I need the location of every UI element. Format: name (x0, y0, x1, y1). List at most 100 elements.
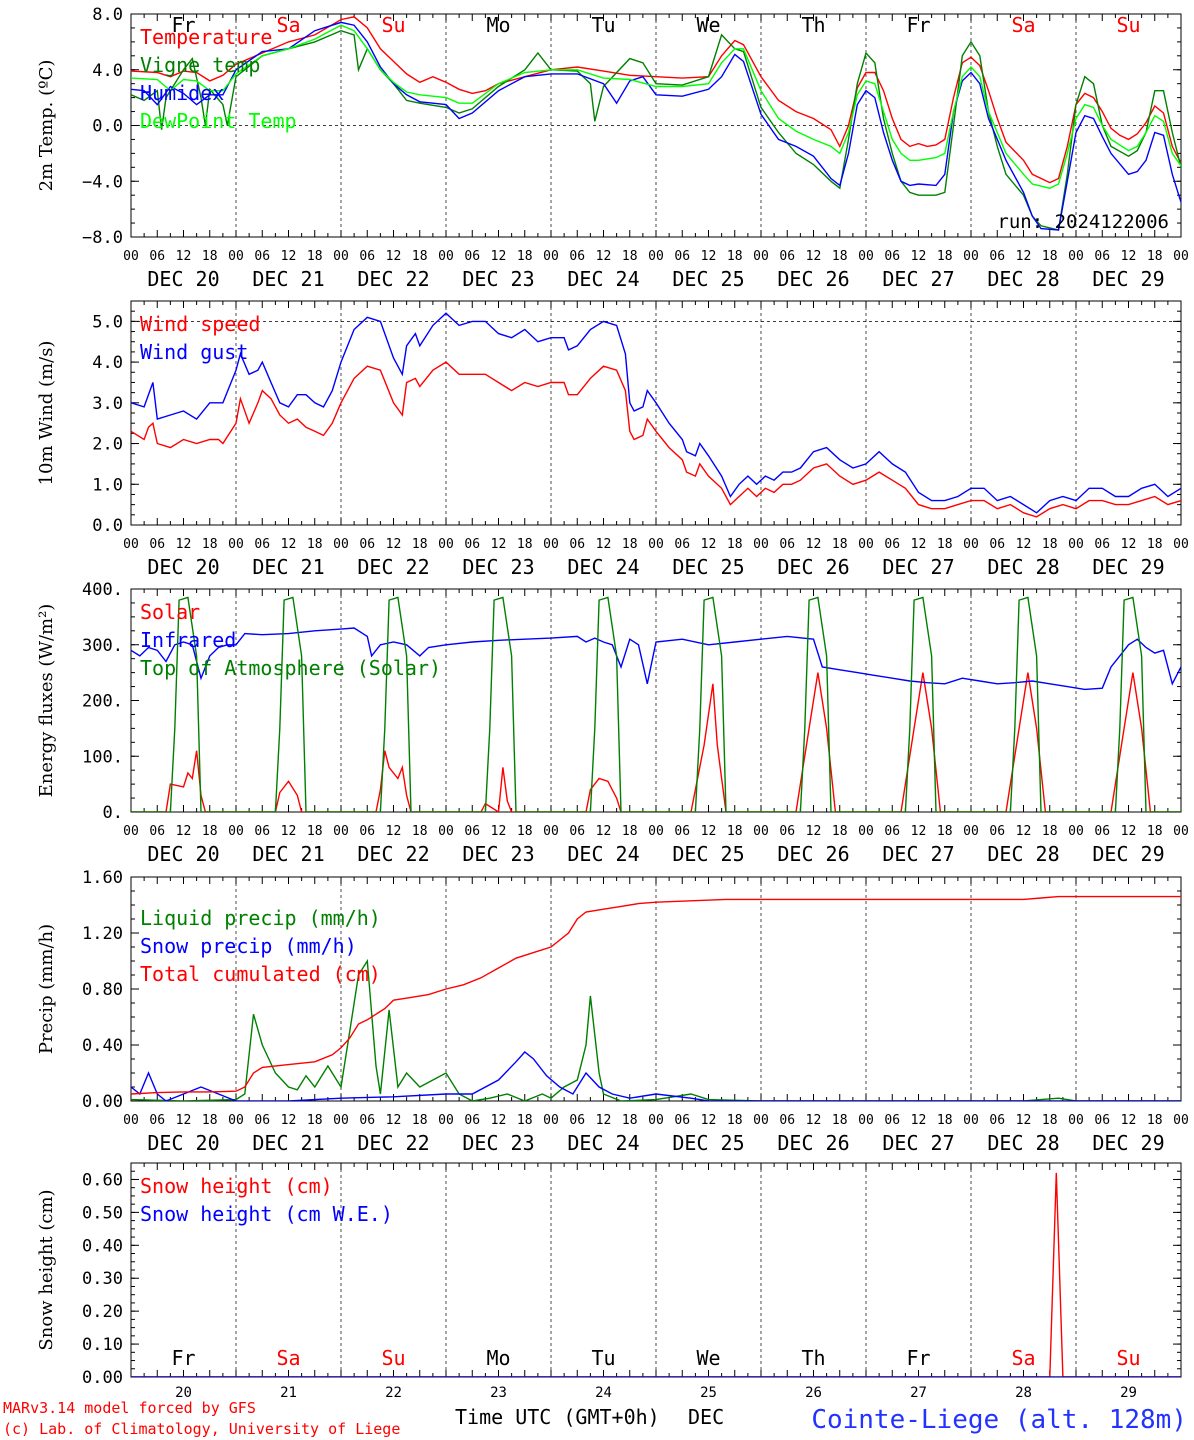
hour-tick-label: 18 (202, 537, 218, 552)
day-label: DEC 23 (462, 842, 534, 866)
y-tick-label: 0.0 (92, 117, 123, 137)
hour-tick-label: 00 (228, 537, 244, 552)
weekday-label: Sa (1011, 1346, 1035, 1370)
hour-tick-label: 06 (359, 1113, 375, 1128)
day-label: DEC 23 (462, 555, 534, 579)
hour-tick-label: 00 (1068, 249, 1084, 264)
hour-tick-label: 18 (412, 249, 428, 264)
day-number-label: 27 (910, 1385, 927, 1401)
hour-tick-label: 00 (1068, 537, 1084, 552)
legend-entry: Vigne temp (140, 53, 260, 77)
y-tick-label: 0.10 (82, 1335, 123, 1355)
y-tick-label: 8.0 (92, 5, 123, 25)
legend-entry: Snow height (cm W.E.) (140, 1202, 393, 1226)
legend-entry: Solar (140, 600, 200, 624)
day-label: DEC 25 (672, 267, 744, 291)
weekday-label: Su (381, 1346, 405, 1370)
hour-tick-label: 18 (517, 249, 533, 264)
series-line-1 (131, 672, 1181, 812)
hour-tick-label: 18 (1042, 824, 1058, 839)
hour-tick-label: 06 (254, 249, 270, 264)
y-tick-label: 5.0 (92, 312, 123, 332)
day-label: DEC 27 (882, 555, 954, 579)
hour-tick-label: 06 (1094, 1113, 1110, 1128)
hour-tick-label: 06 (149, 824, 165, 839)
day-label: DEC 25 (672, 842, 744, 866)
hour-tick-label: 00 (543, 249, 559, 264)
hour-tick-label: 06 (464, 824, 480, 839)
hour-tick-label: 12 (386, 824, 402, 839)
day-label: DEC 27 (882, 267, 954, 291)
hour-tick-label: 12 (1016, 1113, 1032, 1128)
hour-tick-label: 12 (1016, 249, 1032, 264)
hour-tick-label: 00 (123, 1113, 139, 1128)
hour-tick-label: 06 (989, 824, 1005, 839)
series-line-2 (131, 627, 1181, 691)
hour-tick-label: 00 (543, 824, 559, 839)
hour-tick-label: 12 (386, 1113, 402, 1128)
day-number-label: 20 (175, 1385, 192, 1401)
hour-tick-label: 18 (1042, 1113, 1058, 1128)
day-label: DEC 24 (567, 1131, 639, 1155)
hour-tick-label: 06 (569, 824, 585, 839)
hour-tick-label: 00 (228, 824, 244, 839)
hour-tick-label: 06 (989, 537, 1005, 552)
hour-tick-label: 18 (307, 1113, 323, 1128)
y-tick-label: 1.20 (82, 924, 123, 944)
y-tick-label: 3.0 (92, 394, 123, 414)
hour-tick-label: 12 (911, 537, 927, 552)
day-label: DEC 28 (987, 1131, 1059, 1155)
hour-tick-label: 12 (491, 537, 507, 552)
day-label: DEC 26 (777, 842, 849, 866)
hour-tick-label: 06 (779, 1113, 795, 1128)
hour-tick-label: 00 (753, 249, 769, 264)
hour-tick-label: 12 (1121, 537, 1137, 552)
day-label: DEC 22 (357, 267, 429, 291)
hour-tick-label: 18 (727, 249, 743, 264)
hour-tick-label: 18 (937, 1113, 953, 1128)
weekday-label: Fr (171, 13, 195, 37)
series-line-1 (131, 1172, 1181, 1377)
day-label: DEC 21 (252, 1131, 324, 1155)
y-tick-label: 2.0 (92, 435, 123, 455)
hour-tick-label: 00 (858, 824, 874, 839)
hour-tick-label: 00 (438, 537, 454, 552)
hour-tick-label: 18 (307, 537, 323, 552)
run-label: run: 2024122006 (997, 211, 1169, 233)
legend-entry: Liquid precip (mm/h) (140, 906, 381, 930)
hour-tick-label: 12 (596, 824, 612, 839)
legend-entry: Wind gust (140, 340, 248, 364)
weekday-label: We (696, 13, 720, 37)
series-line-2 (131, 1051, 1181, 1101)
footer-copyright: (c) Lab. of Climatology, University of L… (3, 1420, 400, 1438)
hour-tick-label: 06 (989, 1113, 1005, 1128)
day-label: DEC 29 (1092, 555, 1164, 579)
hour-tick-label: 06 (884, 824, 900, 839)
weekday-label: Sa (276, 1346, 300, 1370)
panel-4: 1.60 1.20 0.80 0.40 0.00 Precip (mm/h) Liquid … (36, 868, 1189, 1155)
hour-tick-label: 18 (832, 537, 848, 552)
y-tick-label: 0.30 (82, 1269, 123, 1289)
day-label: DEC 23 (462, 267, 534, 291)
day-label: DEC 26 (777, 267, 849, 291)
y-tick-label: 200. (82, 692, 123, 712)
hour-tick-label: 06 (884, 1113, 900, 1128)
hour-tick-label: 00 (1173, 1113, 1189, 1128)
y-tick-label: 4.0 (92, 353, 123, 373)
hour-tick-label: 00 (648, 249, 664, 264)
y-tick-label: −4.0 (82, 172, 123, 192)
hour-tick-label: 18 (1147, 1113, 1163, 1128)
hour-tick-label: 18 (202, 824, 218, 839)
weekday-label: Su (1116, 13, 1140, 37)
hour-tick-label: 18 (832, 249, 848, 264)
legend-entry: Snow height (cm) (140, 1174, 333, 1198)
hour-tick-label: 12 (281, 249, 297, 264)
hour-tick-label: 18 (517, 1113, 533, 1128)
hour-tick-label: 06 (464, 1113, 480, 1128)
weekday-label: Mo (486, 13, 510, 37)
hour-tick-label: 18 (832, 824, 848, 839)
y-axis-label: Energy fluxes (W/m²) (36, 604, 57, 798)
hour-tick-label: 06 (674, 537, 690, 552)
day-label: DEC 28 (987, 842, 1059, 866)
hour-tick-label: 12 (911, 824, 927, 839)
